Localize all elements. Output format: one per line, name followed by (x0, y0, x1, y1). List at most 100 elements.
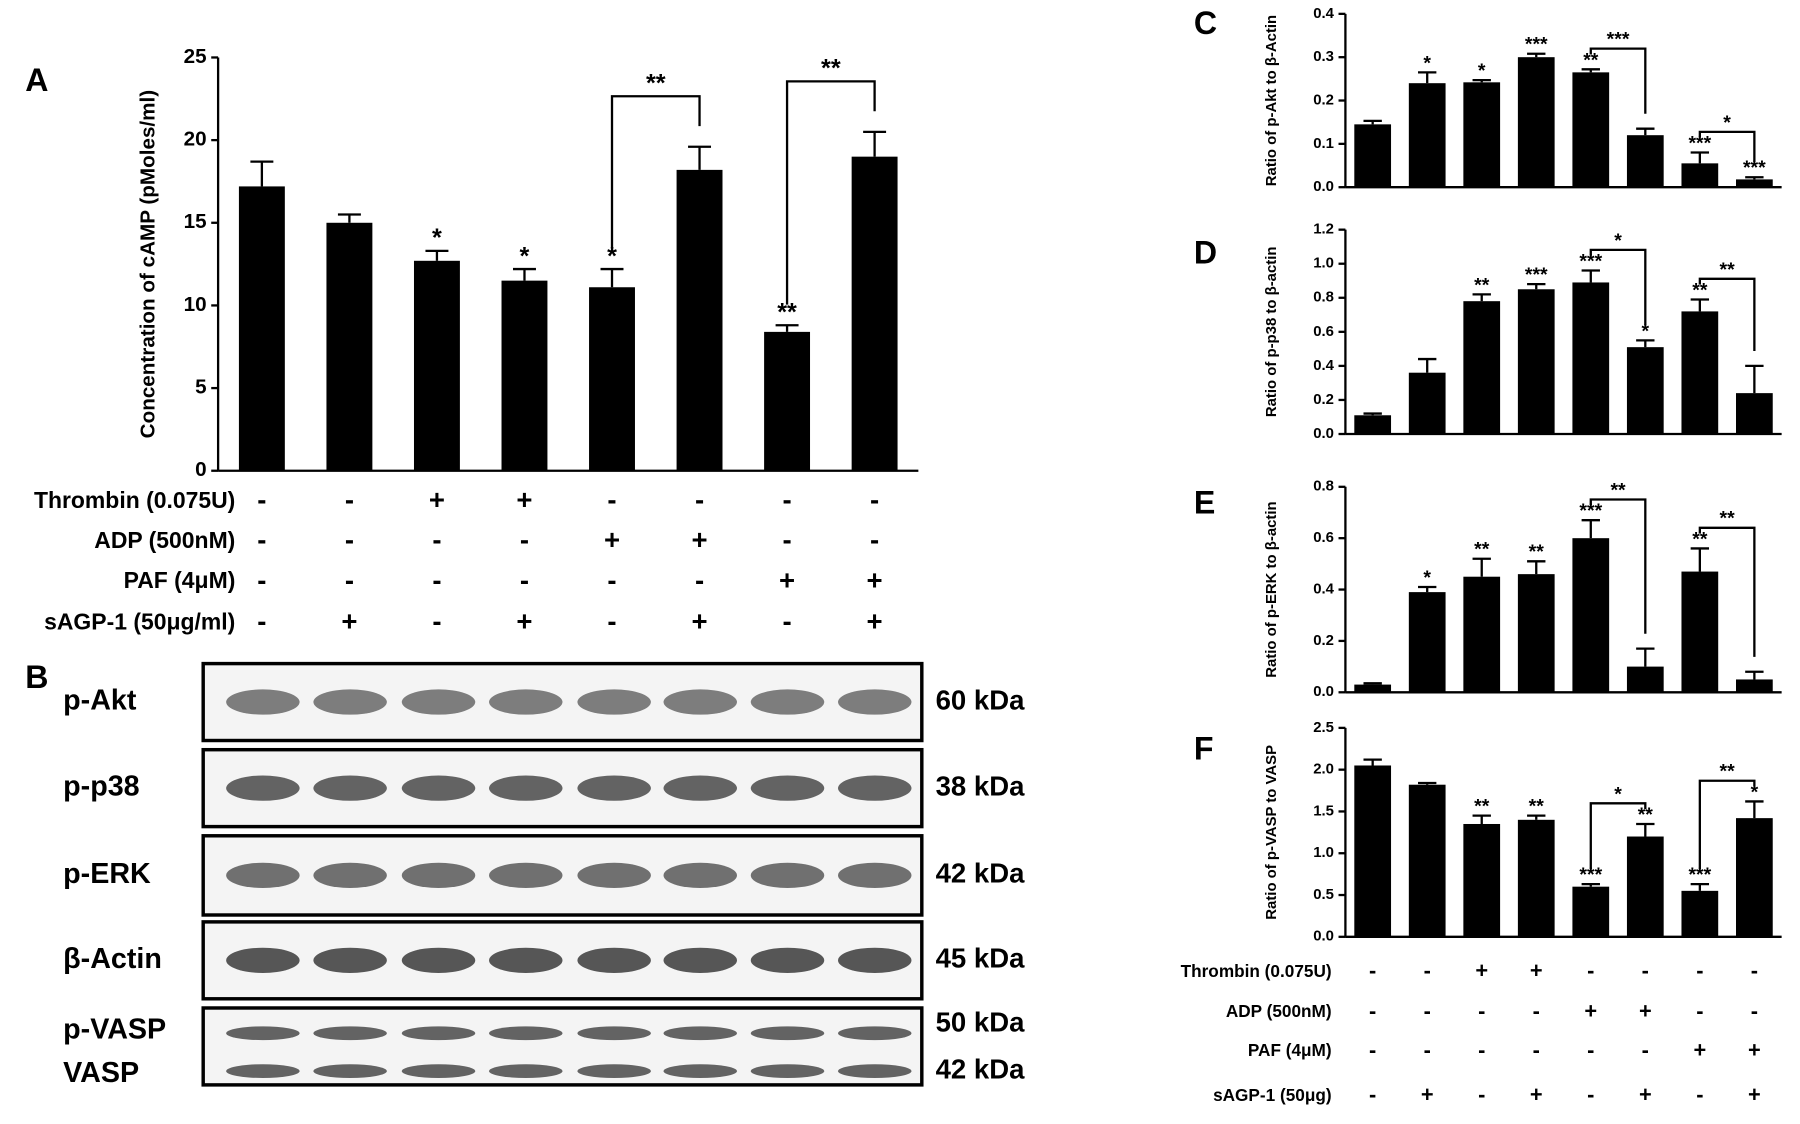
blot-band (313, 862, 387, 889)
significance-star: ** (1692, 528, 1708, 550)
treatment-sign: - (1642, 958, 1649, 983)
treatment-sign: - (1369, 1082, 1376, 1107)
bar (676, 169, 723, 471)
bar (1463, 301, 1501, 435)
bar (1354, 124, 1392, 188)
y-tick-label: 0.8 (1313, 478, 1334, 495)
y-tick-label: 0.5 (1313, 886, 1334, 903)
bar (238, 186, 285, 471)
significance-star: * (1423, 52, 1431, 74)
y-tick-label: 0.3 (1313, 48, 1334, 65)
significance-star: ** (1692, 279, 1708, 301)
y-tick-label: 0.4 (1313, 357, 1334, 374)
panel-label: C (1194, 5, 1217, 41)
treatment-sign: - (1751, 958, 1758, 983)
significance-star: ** (1474, 796, 1490, 818)
significance-star: *** (1688, 864, 1711, 886)
y-tick-label: 10 (184, 293, 207, 316)
treatment-sign: + (516, 484, 532, 515)
blot-band (750, 1064, 825, 1079)
treatment-sign: - (1587, 1082, 1594, 1107)
treatment-sign: - (432, 524, 441, 555)
bracket-label: * (1723, 112, 1731, 134)
blot-band (577, 1064, 651, 1079)
blot-row-label: p-p38 (63, 771, 140, 803)
blot-band (401, 689, 476, 715)
significance-star: * (1423, 567, 1431, 589)
significance-star: *** (1579, 250, 1602, 272)
bar (1517, 289, 1555, 435)
blot-band (226, 1064, 300, 1079)
treatment-sign: - (432, 564, 441, 595)
treatment-name: ADP (500nM) (1226, 1001, 1332, 1021)
treatment-sign: - (782, 606, 791, 637)
bar (1354, 415, 1392, 435)
blot-band (663, 775, 737, 801)
bar (1572, 282, 1610, 435)
bar (1354, 765, 1392, 937)
y-tick-label: 0.1 (1313, 135, 1334, 152)
treatment-name: Thrombin (0.075U) (1181, 961, 1332, 981)
blot-size-label: 45 kDa (936, 943, 1026, 974)
treatment-sign: - (1478, 998, 1485, 1023)
y-tick-label: 15 (184, 210, 207, 233)
y-tick-label: 1.5 (1313, 802, 1334, 819)
significance-star: ** (777, 299, 797, 327)
treatment-sign: - (345, 564, 354, 595)
significance-star: ** (1529, 541, 1545, 563)
treatment-sign: + (867, 564, 883, 595)
significance-star: *** (1743, 157, 1766, 179)
significance-bracket (785, 80, 876, 305)
treatment-sign: - (1696, 958, 1703, 983)
blot-band (313, 689, 387, 715)
blot-band (838, 947, 912, 973)
significance-bracket (1589, 802, 1647, 870)
blot-band (663, 689, 737, 715)
bar (1408, 592, 1446, 693)
blot-band (750, 775, 825, 801)
blot-band (577, 775, 651, 801)
bar (1354, 684, 1392, 693)
blot-band (838, 689, 912, 715)
treatment-sign: - (1533, 1037, 1540, 1062)
treatment-sign: - (1424, 958, 1431, 983)
blot-band (226, 775, 300, 801)
treatment-sign: - (870, 484, 879, 515)
y-tick-label: 0.2 (1313, 632, 1334, 649)
treatment-sign: - (607, 484, 616, 515)
blot-band (313, 1064, 387, 1079)
bracket-label: ** (1720, 508, 1736, 530)
treatment-sign: - (1696, 1082, 1703, 1107)
blot-band (226, 1026, 300, 1041)
y-axis-label: Concentration of cAMP (pMoles/ml) (137, 90, 160, 439)
blot-band (313, 947, 387, 973)
bar (589, 287, 635, 471)
blot-band (750, 862, 825, 889)
bar (501, 280, 548, 471)
treatment-sign: - (1424, 1037, 1431, 1062)
bar (1626, 135, 1664, 188)
blot-band (401, 1026, 476, 1041)
blot-band (489, 947, 563, 973)
significance-bracket (610, 95, 701, 249)
treatment-name: ADP (500nM) (94, 527, 235, 553)
blot-band (838, 1064, 912, 1079)
panel-label: E (1194, 485, 1215, 521)
y-tick-label: 1.0 (1313, 255, 1334, 272)
bracket-label: ** (821, 55, 841, 83)
treatment-sign: - (345, 484, 354, 515)
bar (1681, 890, 1719, 937)
blot-band (750, 1026, 825, 1041)
blot-band (313, 775, 387, 801)
blot-row-label: β-Actin (63, 943, 162, 975)
blot-row-label: VASP (63, 1057, 139, 1089)
significance-star: * (607, 242, 617, 270)
blot-band (838, 775, 912, 801)
blot-band (489, 775, 563, 801)
bar (1736, 818, 1773, 937)
significance-star: ** (1529, 796, 1545, 818)
y-axis-label: Ratio of p-VASP to VASP (1263, 745, 1280, 920)
significance-bracket (1589, 47, 1647, 114)
bar (1408, 83, 1446, 188)
blot-band (401, 775, 476, 801)
